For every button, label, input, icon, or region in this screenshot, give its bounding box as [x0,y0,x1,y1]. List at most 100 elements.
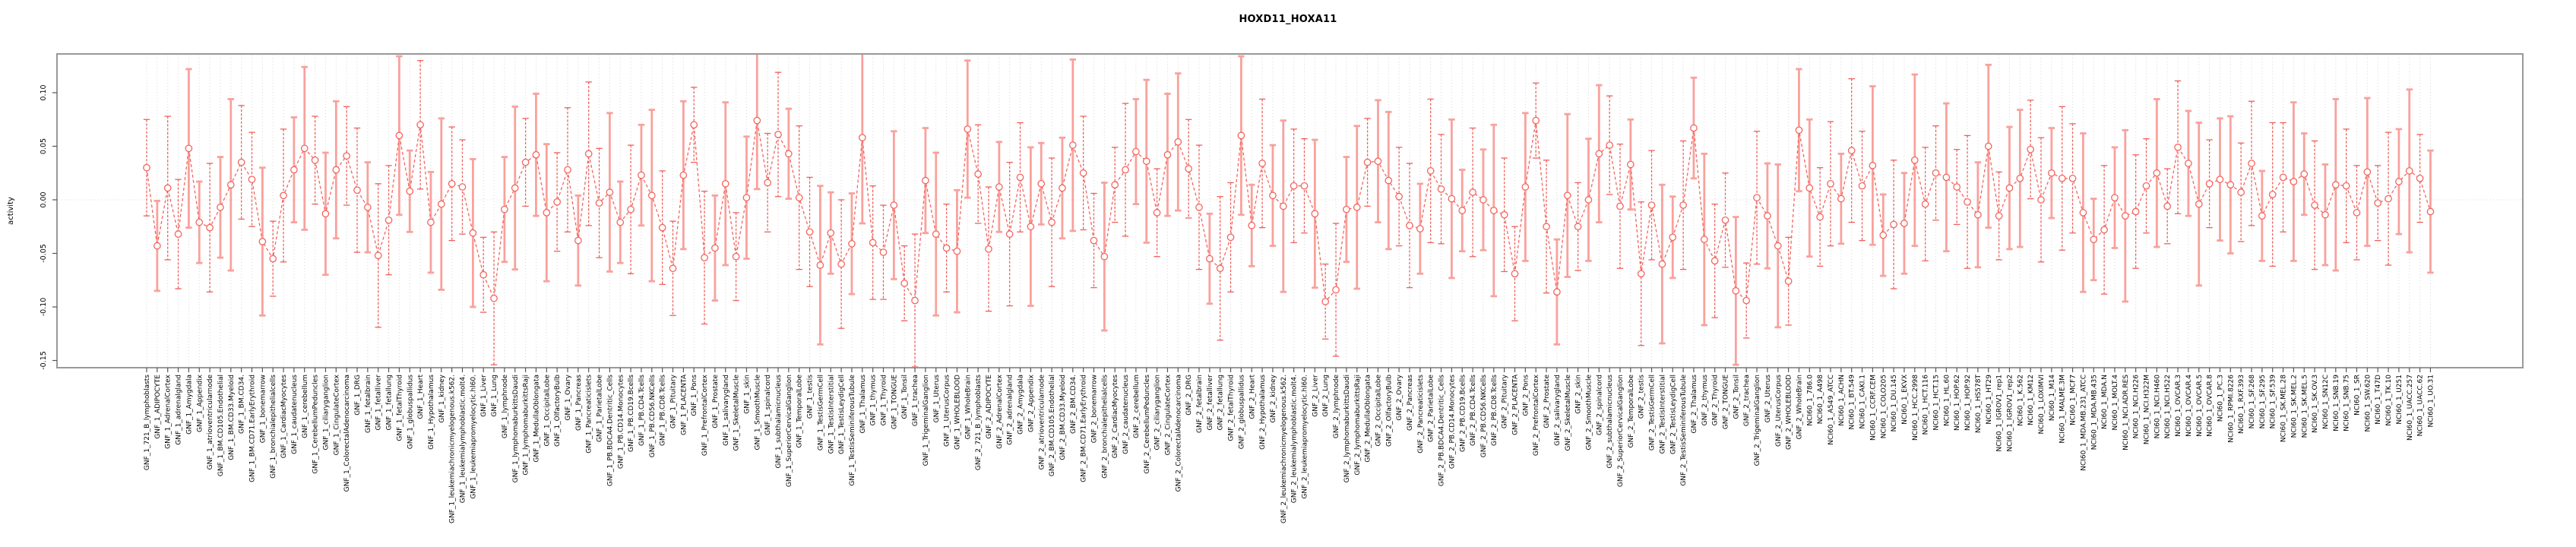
data-point [1290,182,1298,190]
plot-border [56,53,2524,368]
x-tick-label: NCI60_1_NCI.H522 [2164,375,2172,438]
data-point [237,158,245,166]
x-tick-label: GNF_1_Pancreas [575,375,583,431]
x-tick-label: GNF_2_Liver [1312,375,1319,417]
x-tick-label: GNF_2_Prostate [1543,375,1551,428]
data-point [1816,213,1824,221]
x-tick-label: GNF_1_MedullaOblongata [533,375,540,463]
x-tick-label: NCI60_1_OVCAR.8 [2207,375,2214,437]
x-tick-label: GNF_2_fetalbrain [1196,375,1204,433]
error-bar [490,231,498,365]
x-tick-label: GNF_1_PrefrontalCortex [701,374,709,456]
data-point [1027,223,1035,231]
x-tick-label: GNF_2_Pancreas [1407,375,1414,431]
data-point [721,180,729,188]
data-point [217,204,224,211]
data-point [1732,286,1740,295]
x-tick-label: GNF_2_atrioventricularnode [1038,375,1046,470]
data-point [1574,223,1582,231]
data-point [2163,202,2172,210]
data-point [1343,205,1350,213]
data-point [1964,198,1971,206]
error-bar [774,71,782,198]
gridlines [59,55,2521,366]
data-point [985,245,992,253]
x-tick-label: GNF_1_CingulateCortex [333,374,340,455]
data-point [1395,192,1404,201]
x-tick-label: GNF_1_Prostate [712,375,720,428]
data-point [932,230,940,238]
data-point [1248,221,1256,229]
x-tick-label: GNF_1_OccipitalLobe [543,375,551,447]
x-tick-label: GNF_2_CardiacMyocytes [1112,375,1119,459]
data-point [2426,207,2435,216]
x-tick-label: GNF_1_TestisGermCell [817,375,824,451]
x-tick-label: GNF_2_TestisLeydigCell [1669,375,1677,454]
data-point [1258,160,1266,167]
x-tick-label: GNF_2_cerebellum [1133,375,1141,438]
data-point [2342,182,2350,190]
x-tick-label: GNF_2_bonemarrow [1091,375,1099,443]
x-tick-label: GNF_1_atrioventricularnode [207,375,214,470]
x-tick-label: NCI60_1_SNB.19 [2333,375,2340,432]
x-tick-label: GNF_1_leukemiapromyelocytic.hl60. [470,375,477,499]
data-point [206,223,214,232]
data-point [1543,223,1550,231]
x-tick-label: NCI60_1_NCI.H460 [2154,375,2161,439]
x-tick-label: GNF_2_Appendix [1027,374,1035,432]
x-tick-label: GNF_1_caudatenucleus [291,375,299,454]
data-point [2079,209,2087,217]
data-point [1226,233,1235,242]
x-tick-label: GNF_2_trachea [1743,375,1751,426]
data-point [363,204,372,211]
data-point [2385,194,2392,203]
data-point [469,229,477,237]
x-tick-label: GNF_2_BM.CD105.Endothelial [1049,375,1056,476]
error-bar [2385,131,2392,266]
data-point [458,183,467,191]
x-tick-label: NCI60_1_ACHN [1838,375,1846,426]
x-tick-label: GNF_2_ADIPOCYTE [986,375,993,439]
data-point [848,239,856,248]
data-point [521,158,530,166]
error-bar [1301,138,1308,234]
data-point [385,216,393,224]
x-tick-label: GNF_2_721_B_lymphoblasts [975,375,983,470]
data-point [1827,180,1834,188]
x-tick-label: GNF_2_Thalamus [1691,375,1698,434]
data-point [1406,221,1413,229]
x-tick-label: GNF_2_PB.CD14.Monocytes [1448,375,1456,469]
error-bar [1017,122,1024,232]
x-tick-label: GNF_2_subthalamicnucleus [1606,375,1614,469]
x-tick-label: NCI60_1_MALME.3M [2059,375,2067,444]
x-tick-label: NCI60_1_PC.3 [2217,375,2224,422]
error-bar [1090,192,1097,289]
y-tick-label: -0.10 [40,298,48,317]
data-point [395,131,403,140]
x-tick-label: NCI60_1_MDA.MB.231_ATCC [2080,375,2087,471]
x-tick-label: GNF_1_leukemiachronicmyelogenous.k562. [449,375,457,523]
x-tick-label: NCI60_1_KM12 [2027,375,2035,425]
data-point [1068,141,1077,149]
x-tick-label: NCI60_1_SK.MEL.2 [2290,375,2298,438]
x-tick-label: NCI60_1_NCI.H226 [2133,375,2141,439]
data-point [290,166,298,174]
data-point [1858,182,1866,190]
x-tick-label: GNF_2_Pituitary [1502,374,1509,428]
x-tick-label: GNF_1_CardiacMyocytes [280,375,288,459]
x-tick-label: NCI60_1_RXF.393 [2238,375,2245,434]
error-bar [1827,121,1834,247]
error-bar [596,147,603,258]
error-bar [1859,131,1866,242]
data-point [1185,165,1193,172]
x-tick-label: NCI60_1_CAKI.1 [1859,375,1867,428]
data-point [248,175,256,184]
data-point [1690,124,1698,132]
x-tick-label: NCI60_1_OVCAR.3 [2175,375,2182,437]
data-point [1658,260,1666,268]
data-point [1910,156,1919,164]
data-point [711,244,719,252]
error-bar [1932,125,1939,221]
error-bar [1195,144,1203,270]
